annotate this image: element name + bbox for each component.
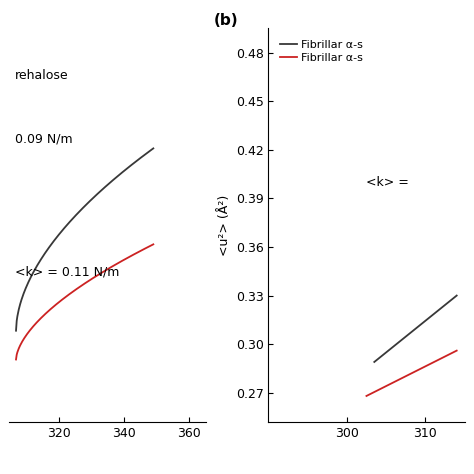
Fibrillar α-s — [410, 370, 416, 375]
Text: 0.09 N/m: 0.09 N/m — [15, 132, 73, 145]
Fibrillar α-s — [447, 351, 452, 357]
Text: (b): (b) — [213, 13, 238, 27]
Y-axis label: <u²> (Å²): <u²> (Å²) — [219, 194, 231, 256]
Legend: Fibrillar α-s, Fibrillar α-s: Fibrillar α-s, Fibrillar α-s — [278, 38, 365, 65]
Fibrillar α-s — [364, 393, 369, 399]
Fibrillar α-s — [391, 344, 396, 349]
Fibrillar α-s — [381, 384, 387, 390]
Fibrillar α-s — [372, 359, 377, 365]
Fibrillar α-s — [420, 319, 426, 325]
Line: Fibrillar α-s: Fibrillar α-s — [366, 351, 456, 396]
Text: <k> =: <k> = — [366, 176, 410, 189]
Fibrillar α-s — [418, 366, 423, 372]
Fibrillar α-s — [454, 348, 459, 354]
Fibrillar α-s — [450, 296, 456, 302]
Line: Fibrillar α-s: Fibrillar α-s — [374, 296, 456, 362]
Fibrillar α-s — [449, 350, 455, 356]
Text: rehalose: rehalose — [15, 69, 69, 82]
Fibrillar α-s — [414, 325, 419, 330]
Fibrillar α-s — [447, 298, 453, 304]
Fibrillar α-s — [387, 346, 393, 352]
Text: <k> = 0.11 N/m: <k> = 0.11 N/m — [15, 266, 120, 279]
Fibrillar α-s — [384, 383, 390, 388]
Fibrillar α-s — [454, 293, 459, 299]
